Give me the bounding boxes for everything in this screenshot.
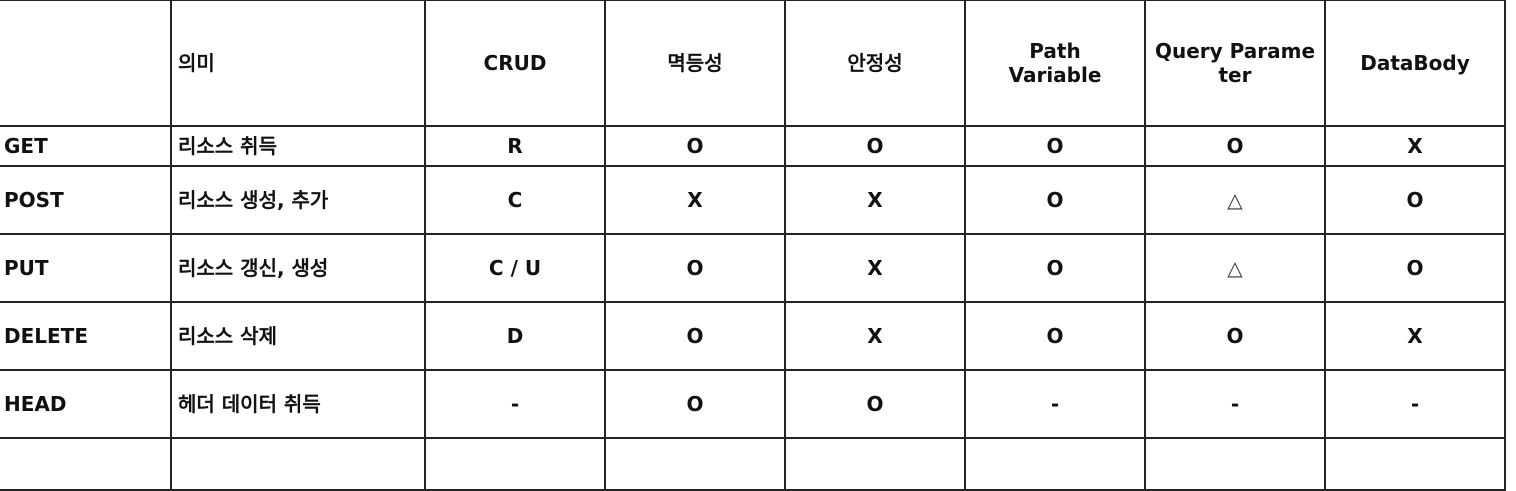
method-cell: GET (0, 125, 172, 167)
idempotent-cell: O (604, 369, 786, 439)
meaning-cell: 리소스 생성, 추가 (170, 165, 426, 235)
idempotent-cell: X (604, 165, 786, 235)
crud-cell: D (424, 301, 606, 371)
path-variable-cell: O (964, 233, 1146, 303)
data-body-cell: O (1324, 233, 1506, 303)
data-body-cell: - (1324, 369, 1506, 439)
empty-cell (784, 437, 966, 491)
path-variable-cell: O (964, 301, 1146, 371)
table-row: GET 리소스 취득 R O O O O X (0, 125, 1506, 167)
header-cell-idempotent: 멱등성 (604, 0, 786, 127)
crud-cell: C (424, 165, 606, 235)
data-body-cell: X (1324, 301, 1506, 371)
table-row-partial (0, 437, 1506, 491)
meaning-cell: 리소스 갱신, 생성 (170, 233, 426, 303)
header-cell-path-variable: Path Variable (964, 0, 1146, 127)
empty-cell (964, 437, 1146, 491)
table-row: PUT 리소스 갱신, 생성 C / U O X O △ O (0, 233, 1506, 303)
crud-cell: C / U (424, 233, 606, 303)
safe-cell: X (784, 165, 966, 235)
idempotent-cell: O (604, 233, 786, 303)
data-body-cell: X (1324, 125, 1506, 167)
header-row: 의미 CRUD 멱등성 안정성 Path Variable Query Para… (0, 0, 1506, 127)
empty-cell (0, 437, 172, 491)
header-cell-safe: 안정성 (784, 0, 966, 127)
query-parameter-cell: △ (1144, 165, 1326, 235)
idempotent-cell: O (604, 301, 786, 371)
empty-cell (424, 437, 606, 491)
header-cell-meaning: 의미 (170, 0, 426, 127)
meaning-cell: 헤더 데이터 취득 (170, 369, 426, 439)
path-variable-cell: O (964, 125, 1146, 167)
header-cell-empty (0, 0, 172, 127)
empty-cell (170, 437, 426, 491)
data-body-cell: O (1324, 165, 1506, 235)
empty-cell (1324, 437, 1506, 491)
query-parameter-cell: O (1144, 125, 1326, 167)
meaning-cell: 리소스 취득 (170, 125, 426, 167)
header-cell-data-body: DataBody (1324, 0, 1506, 127)
safe-cell: O (784, 125, 966, 167)
query-parameter-cell: △ (1144, 233, 1326, 303)
method-cell: PUT (0, 233, 172, 303)
query-parameter-cell: - (1144, 369, 1326, 439)
safe-cell: O (784, 369, 966, 439)
safe-cell: X (784, 301, 966, 371)
table-row: HEAD 헤더 데이터 취득 - O O - - - (0, 369, 1506, 439)
table-row: DELETE 리소스 삭제 D O X O O X (0, 301, 1506, 371)
crud-cell: R (424, 125, 606, 167)
query-parameter-cell: O (1144, 301, 1326, 371)
path-variable-cell: O (964, 165, 1146, 235)
header-cell-query-parameter: Query Parame ter (1144, 0, 1326, 127)
empty-cell (1144, 437, 1326, 491)
method-cell: HEAD (0, 369, 172, 439)
path-variable-cell: - (964, 369, 1146, 439)
idempotent-cell: O (604, 125, 786, 167)
meaning-cell: 리소스 삭제 (170, 301, 426, 371)
method-cell: POST (0, 165, 172, 235)
empty-cell (604, 437, 786, 491)
table-row: POST 리소스 생성, 추가 C X X O △ O (0, 165, 1506, 235)
safe-cell: X (784, 233, 966, 303)
method-cell: DELETE (0, 301, 172, 371)
header-cell-crud: CRUD (424, 0, 606, 127)
crud-cell: - (424, 369, 606, 439)
